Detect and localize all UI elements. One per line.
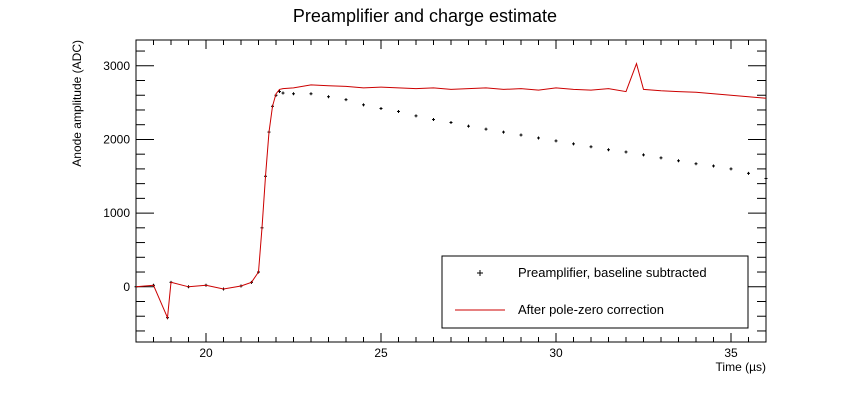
data-point: [712, 164, 715, 168]
data-point: [278, 90, 281, 94]
x-axis-label: Time (µs): [716, 360, 766, 374]
data-point: [729, 167, 733, 171]
y-axis-label: Anode amplitude (ADC): [70, 40, 84, 167]
x-tick-label: 25: [374, 346, 388, 360]
y-tick-label: 1000: [103, 206, 130, 220]
data-point: [607, 148, 610, 152]
legend-box: [441, 255, 749, 329]
tick-marks: [135, 40, 767, 342]
legend-marker-preamplifier: [477, 270, 483, 276]
data-point: [502, 130, 505, 134]
data-point: [589, 145, 593, 149]
data-point: [484, 127, 488, 131]
data-point: [519, 133, 523, 137]
data-point: [537, 136, 540, 140]
x-tick-label: 20: [199, 346, 213, 360]
series-pole-zero-line: [135, 61, 767, 320]
data-point: [309, 92, 313, 96]
x-tick-label: 35: [724, 346, 738, 360]
legend-label-preamplifier: Preamplifier, baseline subtracted: [518, 265, 707, 280]
y-tick-label: 2000: [103, 132, 130, 146]
legend-label-pole-zero: After pole-zero correction: [518, 302, 664, 317]
data-point: [554, 139, 558, 143]
data-point: [432, 118, 435, 122]
data-point: [694, 162, 698, 166]
data-point: [677, 159, 680, 163]
chart-title: Preamplifier and charge estimate: [293, 6, 557, 26]
y-tick-label: 0: [123, 280, 130, 294]
x-tick-label: 30: [549, 346, 563, 360]
data-point: [327, 95, 330, 99]
y-tick-label: 3000: [103, 59, 130, 73]
data-point: [747, 171, 750, 175]
plot-area: 20 25 30 35 0 1000 2000 3000: [103, 39, 768, 360]
legend: Preamplifier, baseline subtracted After …: [441, 255, 749, 329]
data-point: [397, 109, 400, 113]
data-point: [281, 91, 285, 95]
data-point: [449, 120, 453, 124]
data-point: [467, 124, 470, 128]
data-point: [362, 103, 365, 107]
data-point: [624, 150, 628, 154]
data-point: [379, 107, 383, 111]
series-layer: [134, 61, 768, 320]
data-point: [764, 176, 768, 180]
data-point: [344, 98, 348, 102]
tick-labels: 20 25 30 35 0 1000 2000 3000: [103, 59, 738, 360]
data-point: [659, 156, 663, 160]
data-point: [642, 153, 645, 157]
data-point: [414, 114, 418, 118]
data-point: [572, 142, 575, 146]
data-point: [292, 92, 295, 96]
